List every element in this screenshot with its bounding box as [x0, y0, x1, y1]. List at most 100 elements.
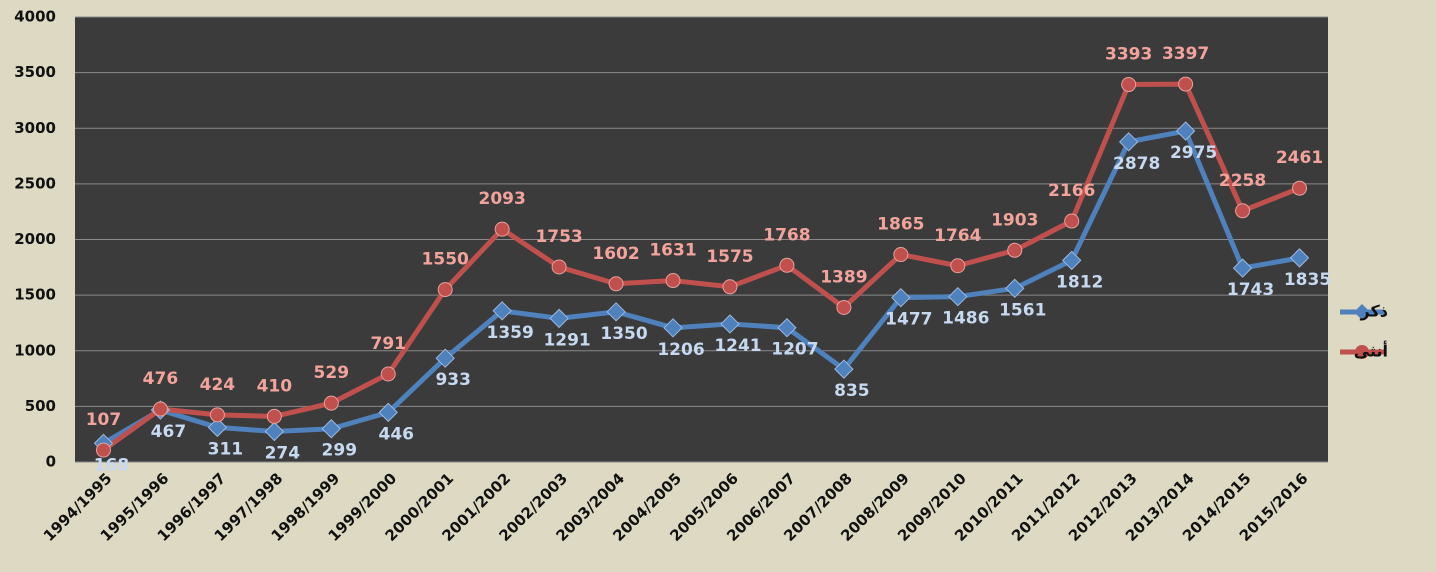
marker	[606, 302, 626, 322]
data-label: 107	[86, 410, 122, 430]
data-label: 1768	[763, 225, 810, 245]
marker	[378, 402, 398, 423]
marker	[1005, 278, 1025, 299]
data-label: 1865	[877, 215, 924, 235]
data-label: 311	[208, 439, 244, 459]
marker	[891, 287, 911, 308]
marker	[665, 273, 681, 289]
data-label: 2461	[1276, 148, 1323, 168]
y-tick-label: 1000	[14, 341, 56, 359]
data-label: 1575	[706, 247, 753, 267]
data-label: 1835	[1284, 270, 1331, 290]
data-label: 424	[200, 375, 236, 395]
data-label: 476	[143, 369, 179, 389]
marker	[494, 221, 510, 237]
y-tick-label: 500	[25, 397, 56, 415]
data-label: 1753	[535, 227, 582, 247]
marker	[551, 259, 567, 275]
data-label: 2975	[1170, 143, 1217, 163]
marker	[321, 419, 342, 439]
marker	[435, 348, 455, 368]
data-label: 2258	[1219, 171, 1266, 191]
marker	[1064, 213, 1080, 229]
legend-label: أنثى	[1354, 341, 1388, 361]
data-label: 1477	[885, 310, 932, 330]
data-label: 1631	[649, 241, 696, 261]
data-label: 1743	[1227, 280, 1274, 300]
marker	[1289, 248, 1310, 268]
data-label: 1602	[592, 244, 639, 264]
marker	[893, 247, 909, 263]
marker	[777, 318, 797, 338]
data-label: 1359	[486, 323, 533, 343]
marker	[1235, 203, 1251, 219]
marker	[323, 395, 339, 411]
marker	[836, 299, 852, 315]
data-label: 1812	[1056, 272, 1103, 292]
data-label: 467	[151, 422, 187, 442]
marker	[266, 408, 282, 424]
y-tick-label: 0	[46, 453, 56, 471]
y-tick-label: 4000	[14, 8, 56, 26]
marker	[722, 279, 738, 295]
data-label: 410	[257, 376, 293, 396]
marker	[1232, 258, 1253, 278]
data-label: 168	[94, 455, 130, 475]
marker	[1007, 242, 1023, 258]
data-label: 274	[265, 444, 301, 464]
marker	[720, 314, 740, 334]
series-line	[102, 81, 1301, 453]
data-label: 1291	[543, 330, 590, 350]
data-label: 2878	[1113, 154, 1160, 174]
marker	[608, 276, 624, 292]
y-tick-label: 1500	[14, 286, 56, 304]
marker	[950, 258, 966, 274]
y-tick-label: 3500	[14, 63, 56, 81]
marker	[152, 401, 168, 417]
marker	[492, 301, 512, 321]
marker	[1061, 250, 1082, 271]
marker	[380, 366, 396, 382]
data-label: 835	[834, 381, 870, 401]
data-label: 2166	[1048, 181, 1095, 201]
series-line	[102, 128, 1300, 446]
y-tick-label: 3000	[14, 119, 56, 137]
data-label: 1903	[991, 210, 1038, 230]
data-label: 299	[322, 441, 358, 461]
marker	[549, 308, 569, 329]
data-label: 2093	[478, 189, 525, 209]
marker	[779, 257, 795, 273]
marker	[1175, 121, 1196, 141]
y-tick-label: 2500	[14, 174, 56, 192]
data-label: 1550	[422, 250, 469, 270]
marker	[1292, 180, 1308, 196]
data-label: 933	[435, 370, 471, 390]
legend-marker	[1354, 304, 1370, 320]
data-label: 3397	[1162, 44, 1209, 64]
marker	[834, 359, 854, 379]
marker	[207, 417, 228, 438]
legend-marker	[1355, 345, 1369, 359]
data-label: 1207	[771, 340, 818, 360]
marker	[264, 421, 285, 442]
data-label: 1389	[820, 267, 867, 287]
marker	[1121, 77, 1137, 93]
marker	[1178, 76, 1194, 92]
data-label: 1241	[714, 336, 761, 356]
data-label: 446	[379, 424, 415, 444]
data-label: 1350	[600, 324, 647, 344]
marker	[1118, 132, 1139, 152]
marker	[948, 286, 968, 307]
y-tick-label: 2000	[14, 230, 56, 248]
data-label: 1561	[999, 300, 1046, 320]
legend-label: ذكر	[1360, 302, 1388, 321]
data-label: 3393	[1105, 45, 1152, 65]
marker	[437, 282, 453, 298]
data-label: 1764	[934, 226, 981, 246]
marker	[95, 442, 111, 458]
data-label: 1486	[942, 309, 989, 329]
data-label: 791	[371, 334, 407, 354]
marker	[663, 318, 683, 338]
marker	[209, 407, 225, 423]
